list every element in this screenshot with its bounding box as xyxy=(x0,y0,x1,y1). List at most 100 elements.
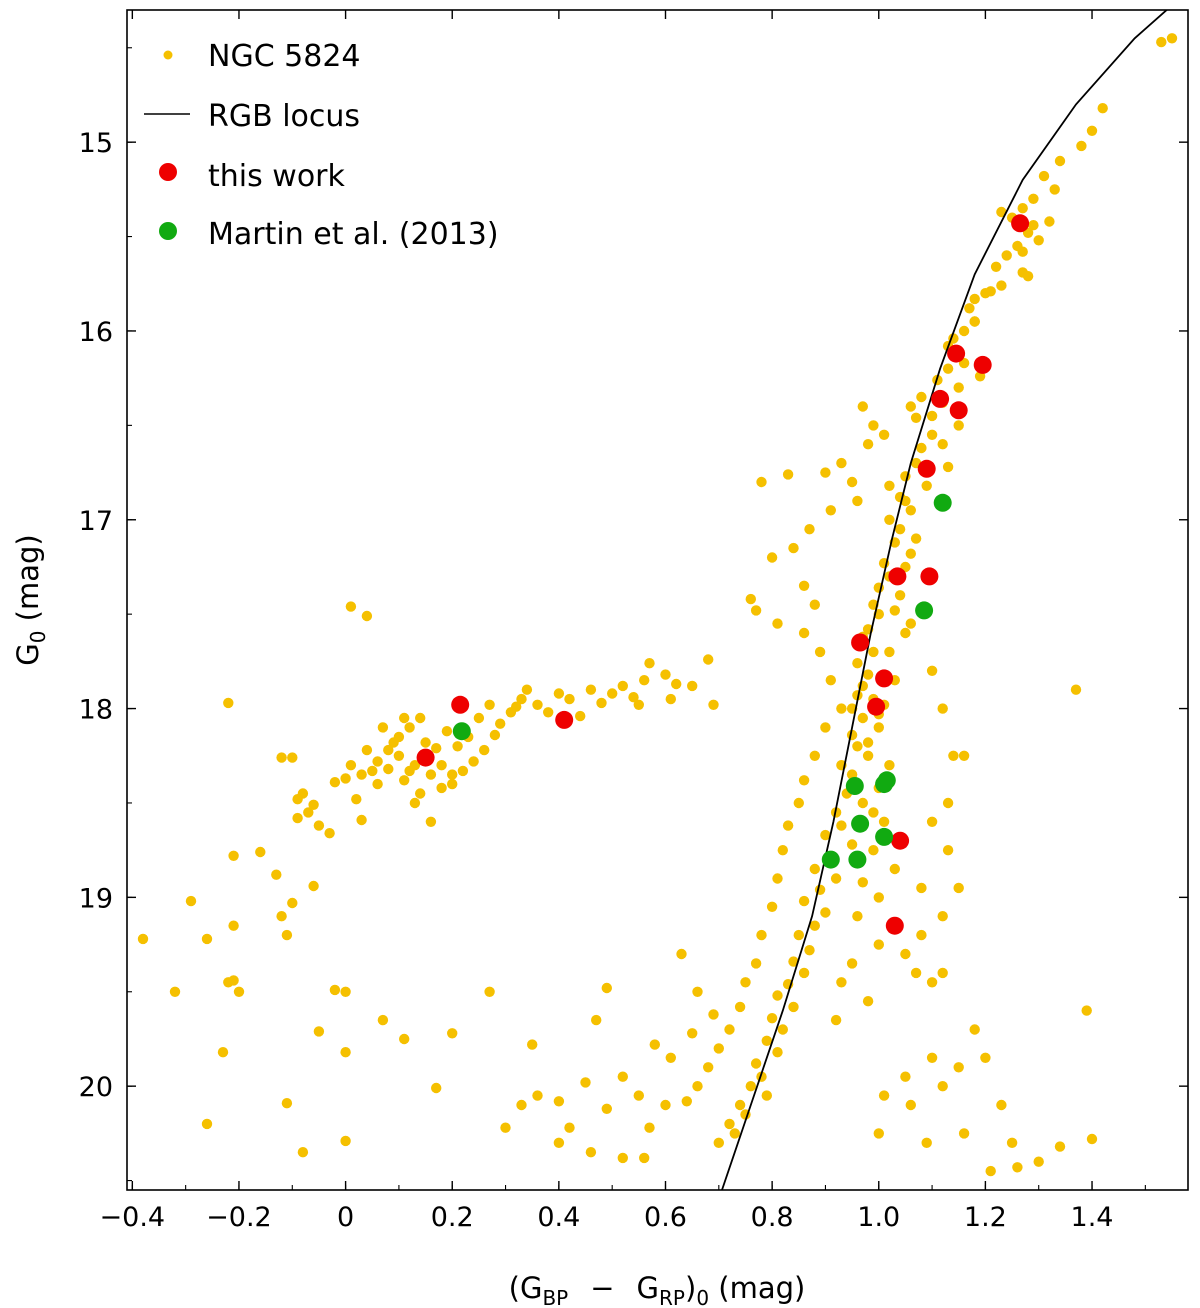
ngc5824-point xyxy=(516,1099,527,1111)
ngc5824-point xyxy=(415,712,426,724)
ngc5824-point xyxy=(836,820,847,831)
ngc5824-point xyxy=(553,688,565,699)
x-tick-label: 1.0 xyxy=(857,1202,900,1233)
ngc5824-point xyxy=(372,778,383,790)
this-work-point xyxy=(416,748,435,767)
ngc5824-point xyxy=(356,814,367,826)
ngc5824-point xyxy=(596,697,607,709)
ngc5824-point xyxy=(798,967,810,979)
ngc5824-point xyxy=(873,892,884,903)
ngc5824-point xyxy=(809,863,820,875)
ngc5824-point xyxy=(862,439,874,450)
ngc5824-point xyxy=(878,429,890,440)
ngc5824-point xyxy=(846,958,858,969)
ngc5824-point xyxy=(740,977,751,988)
ngc5824-point xyxy=(980,288,991,299)
ngc5824-point xyxy=(388,737,399,748)
ngc5824-point xyxy=(916,391,927,403)
ngc5824-point xyxy=(953,882,964,894)
ngc5824-point xyxy=(852,741,863,752)
ngc5824-point xyxy=(447,769,458,780)
legend-label-ngc5824: NGC 5824 xyxy=(208,39,361,74)
y-axis: 15 16 17 18 19 20 xyxy=(79,47,1188,1182)
ngc5824-point xyxy=(340,1047,351,1058)
ngc5824-point xyxy=(383,763,394,775)
ngc5824-point xyxy=(873,722,884,733)
ngc5824-point xyxy=(228,975,239,986)
ngc5824-point xyxy=(633,699,644,710)
ngc5824-point xyxy=(1070,684,1082,695)
ngc5824-point xyxy=(852,690,863,701)
ngc5824-point xyxy=(372,756,383,767)
ngc5824-point xyxy=(649,1039,660,1050)
ngc5824-point xyxy=(681,1096,692,1107)
ngc5824-point xyxy=(617,1071,628,1082)
legend-marker-ngc5824 xyxy=(163,50,173,60)
ngc5824-point xyxy=(500,1122,511,1133)
ngc5824-point xyxy=(884,760,895,771)
ngc5824-point xyxy=(671,678,682,690)
ngc5824-point xyxy=(1038,170,1050,182)
ngc5824-point xyxy=(543,707,554,718)
ngc5824-point xyxy=(830,1014,842,1026)
ngc5824-point xyxy=(436,782,447,794)
ngc5824-point xyxy=(308,799,319,810)
ngc5824-point xyxy=(761,1090,772,1101)
ngc5824-point xyxy=(361,744,373,756)
ngc5824-point xyxy=(804,524,815,535)
ngc5824-point xyxy=(292,812,303,824)
ngc5824-point xyxy=(793,929,804,941)
ngc5824-point xyxy=(276,911,287,922)
ngc5824-point xyxy=(431,743,442,754)
ngc5824-point xyxy=(665,693,676,705)
ngc5824-point xyxy=(644,1122,655,1133)
ngc5824-point xyxy=(942,797,954,809)
ngc5824-point xyxy=(846,476,858,488)
ngc5824-point xyxy=(1022,271,1034,282)
ngc5824-point xyxy=(825,505,836,516)
ngc5824-point xyxy=(766,901,778,912)
ngc5824-point xyxy=(926,665,938,676)
ngc5824-point xyxy=(1166,33,1178,44)
ngc5824-point xyxy=(351,794,362,805)
y-tick-label: 17 xyxy=(79,506,113,537)
ngc5824-point xyxy=(724,1118,735,1130)
martin-2013-point xyxy=(933,493,952,512)
ngc5824-point xyxy=(345,601,357,612)
ngc5824-point xyxy=(857,401,868,412)
ngc5824-point xyxy=(377,1014,389,1026)
ngc5824-point xyxy=(777,1024,788,1035)
x-tick-label: 0.6 xyxy=(644,1202,687,1233)
ngc5824-point xyxy=(431,1082,442,1094)
ngc5824-point xyxy=(958,750,970,761)
ngc5824-point xyxy=(665,1052,676,1064)
ngc5824-point xyxy=(441,726,453,737)
ngc5824-point xyxy=(788,956,799,967)
ngc5824-point xyxy=(734,1001,746,1013)
ngc5824-point xyxy=(1097,103,1108,114)
ngc5824-point xyxy=(809,750,820,761)
ngc5824-point xyxy=(804,945,815,956)
ngc5824-point xyxy=(1156,36,1167,48)
ngc5824-point xyxy=(228,850,239,861)
ngc5824-point xyxy=(836,457,847,469)
this-work-point xyxy=(867,697,886,716)
this-work-point xyxy=(885,916,904,935)
legend: NGC 5824 RGB locus this work Martin et a… xyxy=(144,39,499,252)
ngc5824-point xyxy=(564,693,575,705)
x-axis-title: (GBP − GRP)0 (mag) xyxy=(509,1271,806,1308)
ngc5824-point xyxy=(996,206,1007,218)
ngc5824-point xyxy=(788,542,799,554)
ngc5824-point xyxy=(425,816,437,827)
ngc5824-point xyxy=(900,948,911,960)
x-tick-label: 0 xyxy=(337,1202,354,1233)
ngc5824-point xyxy=(409,797,421,809)
ngc5824-point xyxy=(916,882,927,894)
this-work-point xyxy=(931,389,950,408)
y-tick-label: 19 xyxy=(79,883,113,914)
ngc5824-point xyxy=(1086,125,1098,136)
ngc5824-point xyxy=(836,977,847,988)
ngc5824-point xyxy=(953,382,964,393)
ngc5824-point xyxy=(713,1043,724,1054)
ngc5824-point xyxy=(399,712,410,724)
